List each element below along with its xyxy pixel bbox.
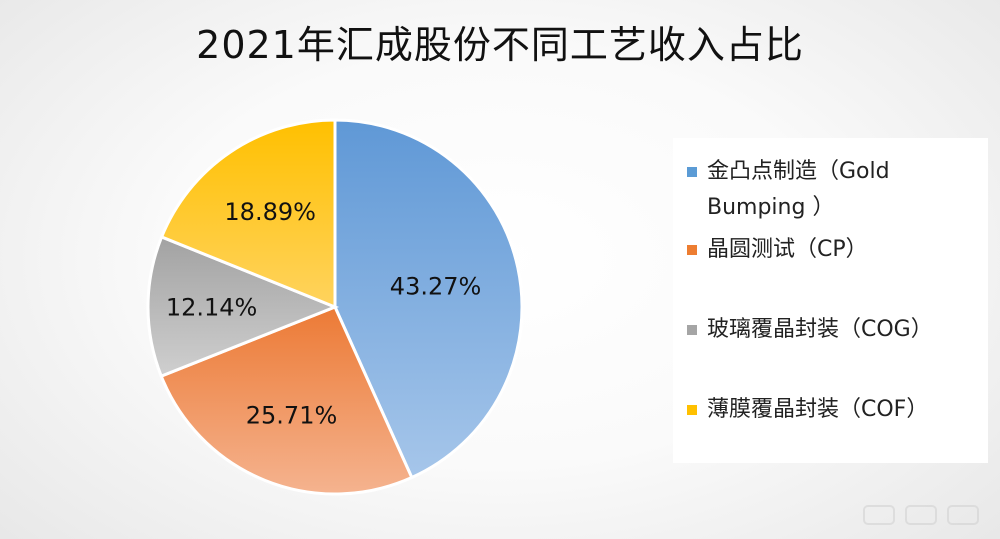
chart-title: 2021年汇成股份不同工艺收入占比 (196, 23, 804, 67)
slice-label-3: 18.89% (224, 198, 316, 226)
pie-slice-1 (159, 305, 414, 496)
slice-label-0: 43.27% (390, 272, 482, 300)
legend-item-cof: 薄膜覆晶封装（COF） (687, 392, 979, 428)
legend-label: Bumping ） (707, 195, 835, 220)
slice-label-2: 12.14% (166, 294, 258, 322)
legend-label: 金凸点制造（Gold (707, 159, 890, 184)
legend-item-cp: 晶圆测试（CP） (687, 232, 979, 268)
legend: 金凸点制造（Gold Bumping ） 晶圆测试（CP） 玻璃覆晶封装（COG… (673, 138, 988, 463)
legend-swatch (687, 245, 697, 255)
legend-item-cog: 玻璃覆晶封装（COG） (687, 312, 979, 348)
legend-swatch (687, 405, 697, 415)
slice-label-1: 25.71% (246, 401, 338, 429)
legend-label: 晶圆测试（CP） (707, 237, 868, 262)
legend-label: 玻璃覆晶封装（COG） (707, 317, 933, 342)
legend-swatch (687, 167, 697, 177)
legend-item-gold-bumping: 金凸点制造（Gold Bumping ） (687, 154, 979, 226)
pie-slice-3 (159, 118, 337, 310)
pie-chart: 43.27% 25.71% 12.14% 18.89% (146, 118, 524, 496)
legend-label: 薄膜覆晶封装（COF） (707, 397, 929, 422)
pie-slice-2 (146, 234, 340, 379)
pie-slice-0 (333, 118, 524, 480)
legend-swatch (687, 325, 697, 335)
watermark-logo (863, 505, 979, 525)
